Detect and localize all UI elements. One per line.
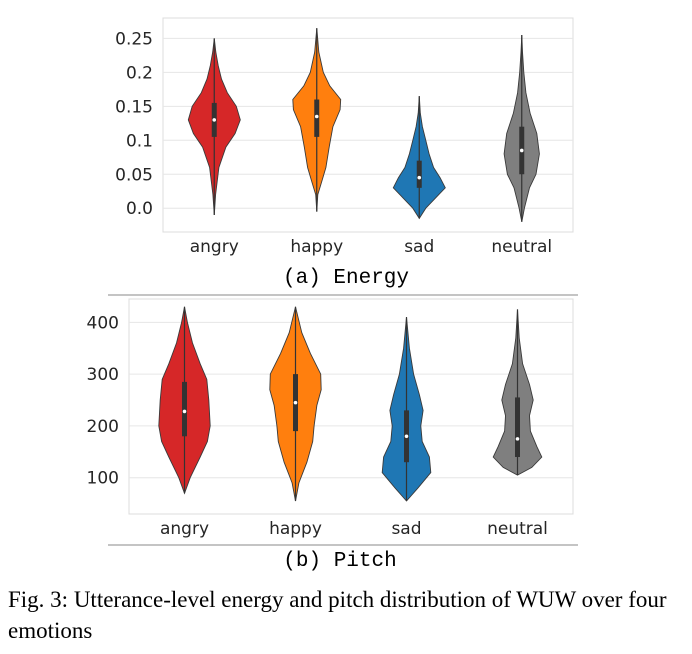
- y-tick-label: 0.2: [126, 63, 153, 83]
- median-marker-neutral: [515, 437, 520, 441]
- y-tick-label: 0.15: [115, 97, 153, 117]
- y-tick-label: 100: [87, 469, 119, 489]
- median-marker-sad: [417, 175, 422, 180]
- median-marker-happy: [314, 114, 319, 119]
- iqr-box-sad: [416, 160, 422, 188]
- y-tick-label: 400: [87, 313, 119, 333]
- iqr-box-angry: [182, 381, 187, 437]
- median-marker-neutral: [519, 148, 524, 153]
- median-marker-angry: [182, 409, 187, 414]
- y-tick-label: 0.0: [126, 199, 153, 219]
- median-marker-happy: [293, 400, 298, 405]
- energy-violin-panel: 0.0 0.05 0.1 0.15 0.2 0.25 angry happy sad neutra…: [115, 17, 574, 290]
- median-marker-angry: [212, 118, 217, 122]
- figure: 0.0 0.05 0.1 0.15 0.2 0.25 angry happy sad neutra…: [87, 17, 578, 573]
- y-tick-label: 0.1: [126, 131, 153, 151]
- x-tick-label: sad: [391, 519, 421, 539]
- x-tick-label: neutral: [491, 237, 552, 257]
- y-tick-label: 0.25: [115, 29, 153, 49]
- x-tick-label: neutral: [487, 519, 548, 539]
- x-tick-label: angry: [190, 237, 239, 257]
- median-marker-sad: [404, 434, 409, 439]
- y-tick-label: 200: [87, 417, 119, 437]
- x-tick-label: sad: [404, 237, 434, 257]
- figure-caption: Fig. 3: Utterance-level energy and pitch…: [8, 587, 667, 643]
- y-tick-label: 0.05: [115, 165, 153, 185]
- subcaption: (a) Energy: [283, 267, 409, 290]
- x-tick-label: happy: [269, 519, 322, 539]
- x-tick-label: angry: [160, 519, 209, 539]
- pitch-violin-panel: 100 200 300 400 angry happy sad neutral (b) Pitc…: [87, 298, 574, 573]
- iqr-box-neutral: [515, 397, 520, 458]
- subcaption: (b) Pitch: [283, 550, 396, 573]
- y-tick-label: 300: [87, 365, 119, 385]
- x-tick-label: happy: [290, 237, 343, 257]
